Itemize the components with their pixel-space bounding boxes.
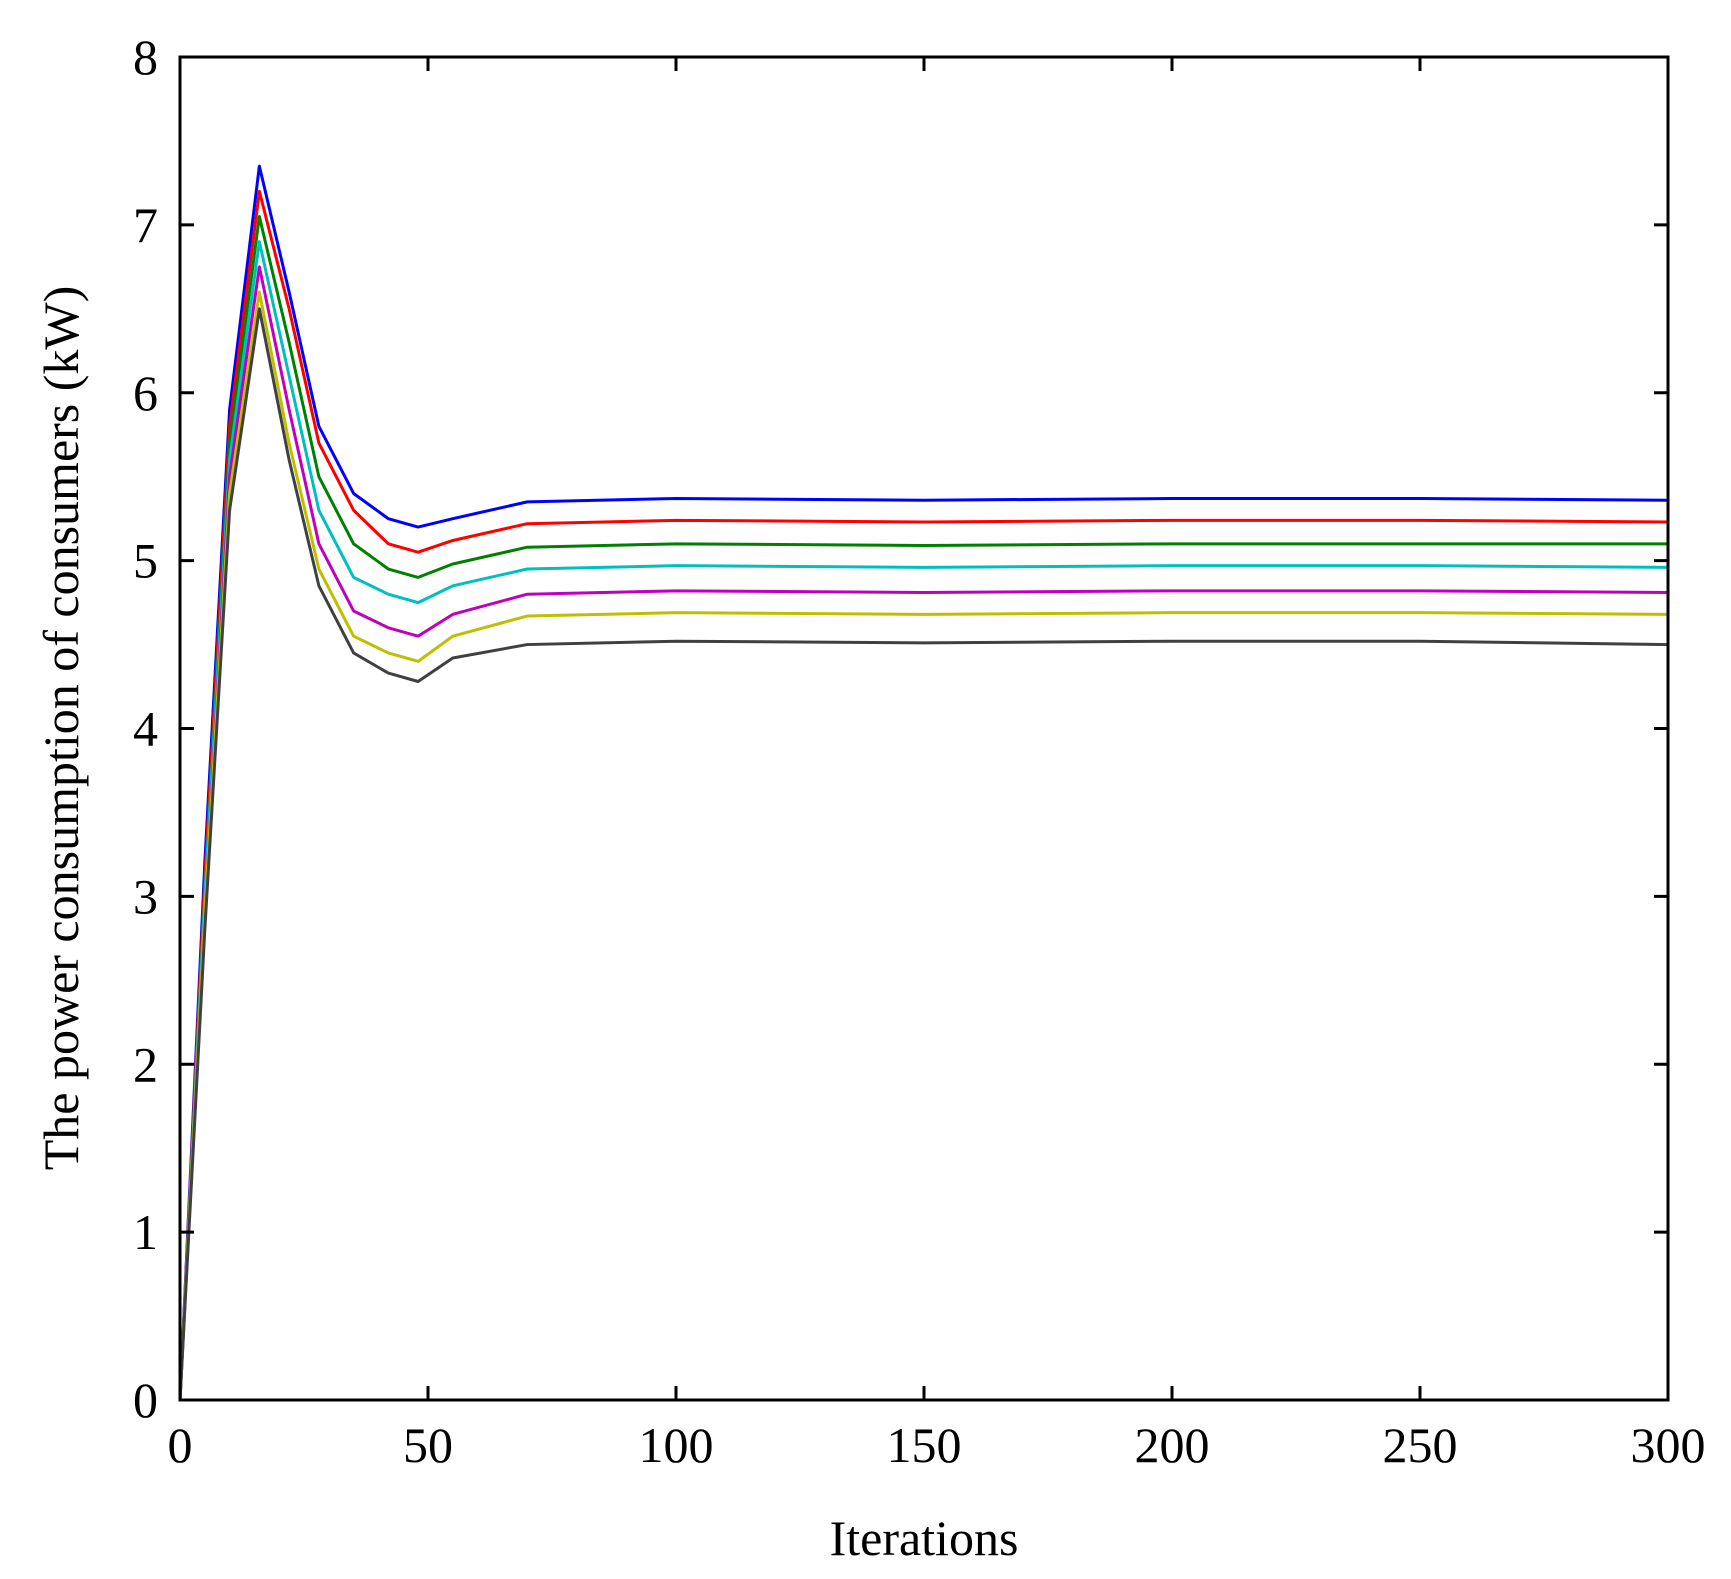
series-lines: [178, 164, 1669, 1401]
x-tick-label: 200: [1135, 1417, 1210, 1473]
series-line: [178, 265, 1669, 1401]
series-line: [178, 164, 1669, 1401]
y-tick-label: 2: [133, 1036, 158, 1092]
series-line: [178, 189, 1669, 1401]
y-axis-ticks: 0 1 2 3 4 5 6 7 8: [133, 29, 1668, 1428]
x-tick-label: 100: [639, 1417, 714, 1473]
y-tick-label: 4: [133, 701, 158, 757]
y-axis-label: The power consumption of consumers (kW): [33, 286, 89, 1171]
x-tick-label: 250: [1383, 1417, 1458, 1473]
x-axis-ticks: 0 50 100 150 200 250 300: [168, 57, 1706, 1473]
x-axis-label: Iterations: [830, 1510, 1019, 1566]
y-tick-label: 7: [133, 197, 158, 253]
series-line: [178, 240, 1669, 1401]
y-tick-label: 0: [133, 1372, 158, 1428]
y-tick-label: 3: [133, 868, 158, 924]
series-line: [178, 290, 1669, 1401]
x-tick-label: 0: [168, 1417, 193, 1473]
y-tick-label: 8: [133, 29, 158, 85]
series-line: [178, 307, 1669, 1401]
x-tick-label: 50: [403, 1417, 453, 1473]
y-tick-label: 6: [133, 365, 158, 421]
y-tick-label: 5: [133, 533, 158, 589]
series-line: [178, 214, 1668, 1401]
y-tick-label: 1: [133, 1204, 158, 1260]
plot-frame: [178, 55, 1670, 1402]
x-tick-label: 150: [887, 1417, 962, 1473]
x-tick-label: 300: [1631, 1417, 1706, 1473]
